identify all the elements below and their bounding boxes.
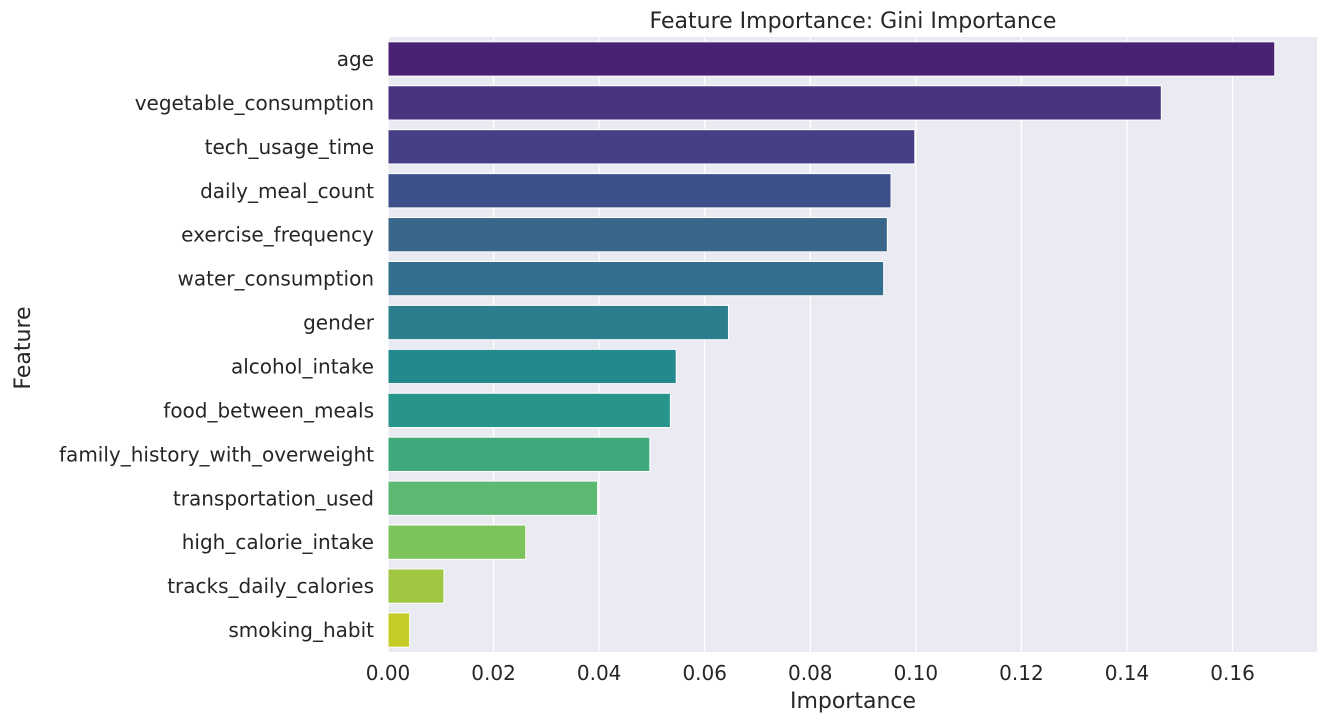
y-tick-label: food_between_meals [163,398,374,422]
bar-tracks-daily-calories [387,568,445,604]
y-tick-label: vegetable_consumption [135,91,374,115]
bar-age [387,41,1276,77]
x-tick-label: 0.06 [682,661,727,685]
x-axis-title: Importance [790,689,916,714]
x-tick-labels: 0.00 0.02 0.04 0.06 0.08 0.10 0.12 0.14 0.16 [366,661,1255,685]
y-tick-label: daily_meal_count [200,179,374,203]
x-tick-label: 0.12 [999,661,1044,685]
y-tick-label: smoking_habit [228,618,374,642]
y-tick-label: tech_usage_time [205,135,374,159]
bar-daily-meal-count [387,173,892,209]
x-tick-label: 0.14 [1105,661,1150,685]
bars [387,41,1276,648]
bar-family-history-with-overweight [387,436,651,472]
y-tick-label: age [337,47,374,71]
bar-exercise-frequency [387,217,888,253]
x-tick-label: 0.02 [471,661,516,685]
bar-gender [387,304,729,341]
x-tick-label: 0.08 [788,661,833,685]
y-axis-title: Feature [11,306,36,389]
y-tick-label: family_history_with_overweight [59,442,374,466]
chart-title: Feature Importance: Gini Importance [650,9,1057,34]
bar-alcohol-intake [387,348,677,385]
y-tick-labels: age vegetable_consumption tech_usage_timed… [59,47,375,642]
x-tick-label: 0.16 [1210,661,1255,685]
x-tick-label: 0.04 [577,661,622,685]
x-tick-label: 0.10 [894,661,939,685]
y-tick-label: high_calorie_intake [182,530,374,554]
bar-vegetable-consumption [387,85,1162,121]
bar-water-consumption [387,260,885,297]
y-tick-label: gender [303,311,375,335]
y-tick-label: water_consumption [178,267,374,291]
y-tick-label: exercise_frequency [181,223,374,247]
bar-smoking-habit [387,612,411,648]
y-tick-label: transportation_used [173,486,374,510]
bar-transportation-used [387,480,599,516]
y-tick-label: alcohol_intake [231,354,374,378]
bar-food-between-meals [387,392,671,429]
x-tick-label: 0.00 [366,661,411,685]
y-tick-label: tracks_daily_calories [167,574,374,598]
bar-high-calorie-intake [387,524,527,560]
bar-tech-usage-time [387,129,916,165]
